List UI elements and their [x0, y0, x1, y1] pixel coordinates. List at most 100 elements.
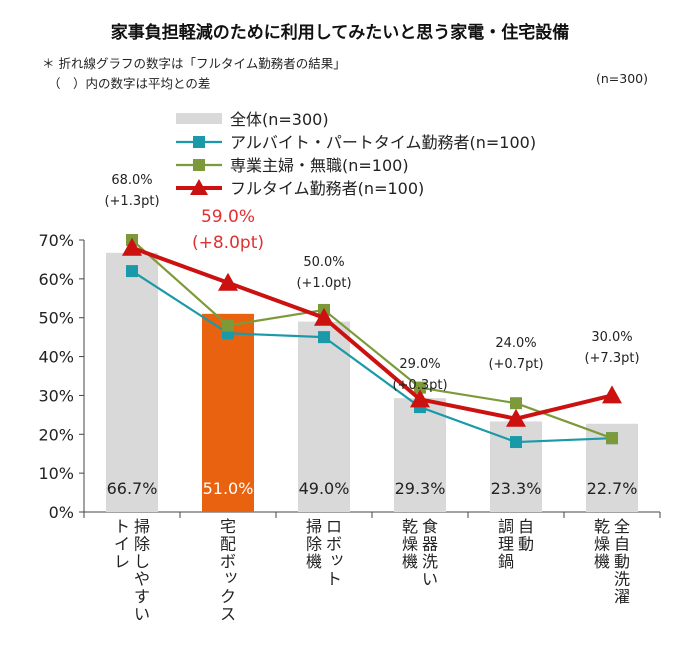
category-label-char: ッ: [329, 549, 345, 568]
category-label-char: 燥: [594, 535, 610, 554]
y-tick-label: 10%: [38, 464, 74, 483]
legend: 全体(n=300) アルバイト・パートタイム勤務者(n=100) 専業主婦・無職(n…: [176, 110, 536, 198]
category-label-char: 動: [614, 552, 630, 571]
chart-title: 家事負担軽減のために利用してみたいと思う家電・住宅設備: [111, 22, 570, 43]
annotation-diff: (+1.3pt): [104, 194, 159, 209]
category-label-char: 濯: [614, 587, 630, 606]
annotation-value: 29.0%: [399, 357, 440, 372]
y-tick-label: 50%: [38, 309, 74, 328]
triangle-marker: [218, 272, 238, 291]
bar-value-label: 66.7%: [107, 479, 158, 498]
legend-label: アルバイト・パートタイム勤務者(n=100): [230, 133, 536, 152]
x-axis: 掃除しやすいトイレ宅配ボックスロボット掃除機食器洗い乾燥機自動調理鍋全自動洗濯乾…: [114, 517, 630, 624]
triangle-marker: [506, 408, 526, 427]
legend-triangle-marker: [190, 179, 208, 195]
triangle-marker: [122, 237, 142, 256]
bar: [394, 398, 446, 512]
category-label-char: 鍋: [498, 552, 514, 571]
category-label-char: 掃: [134, 517, 150, 536]
category-label-char: 掃: [306, 517, 322, 536]
bar: [106, 252, 158, 512]
category-label-char: ボ: [326, 535, 342, 554]
chart-note-1: ＊ 折れ線グラフの数字は「フルタイム勤務者の結果」: [42, 56, 346, 71]
legend-square-marker: [193, 159, 205, 171]
annotation-diff: (+0.3pt): [392, 378, 447, 393]
legend-bar-swatch: [176, 113, 222, 124]
bar-value-label: 22.7%: [587, 479, 638, 498]
annotation-value: 50.0%: [303, 255, 344, 270]
square-marker: [126, 265, 138, 278]
category-label-char: 配: [220, 535, 236, 554]
category-label-char: ト: [114, 517, 130, 536]
category-label-char: 除: [306, 535, 322, 554]
series-line: [131, 270, 613, 444]
y-axis: 0% 10% 20% 30% 40% 50% 60% 70%: [38, 231, 661, 522]
bar-highlight: [202, 313, 254, 512]
category-label-char: 機: [306, 552, 322, 571]
triangle-marker: [410, 389, 430, 408]
series-line: [131, 239, 613, 440]
sample-size-label: (n=300): [596, 71, 648, 86]
y-tick-label: 0%: [49, 503, 74, 522]
category-label-char: 乾: [594, 517, 610, 536]
category-label-char: 機: [402, 552, 418, 571]
legend-label: 専業主婦・無職(n=100): [230, 156, 409, 175]
annotation-value: 30.0%: [591, 330, 632, 345]
annotation-value: 24.0%: [495, 336, 536, 351]
bar-series: 66.7% 51.0% 49.0% 29.3% 23.3% 22.7%: [106, 252, 638, 512]
annotation-diff: (+7.3pt): [584, 351, 639, 366]
square-marker: [222, 319, 234, 332]
category-label-char: い: [134, 605, 150, 624]
annotations: 68.0% (+1.3pt) 59.0% (+8.0pt) 50.0% (+1.0pt) 2…: [104, 173, 639, 393]
category-label-char: ロ: [326, 517, 342, 536]
category-label-char: 宅: [220, 517, 236, 536]
annotation-value: 59.0%: [201, 207, 255, 227]
category-label-char: 全: [614, 517, 630, 536]
category-label-char: 自: [518, 517, 534, 536]
category-label-char: ト: [326, 570, 342, 589]
category-label-char: 動: [518, 535, 534, 554]
category-label-char: ッ: [223, 567, 239, 586]
bar-value-label: 51.0%: [203, 479, 254, 498]
y-tick-label: 40%: [38, 348, 74, 367]
category-label-char: や: [134, 570, 150, 589]
square-marker: [510, 397, 522, 410]
category-label-char: す: [134, 587, 150, 606]
category-label-char: 食: [422, 517, 438, 536]
category-label-char: 洗: [614, 570, 630, 589]
category-label-char: ク: [220, 587, 236, 606]
category-label-char: レ: [114, 552, 130, 571]
category-label-char: 除: [134, 535, 150, 554]
square-marker: [510, 436, 522, 449]
annotation-value: 68.0%: [111, 173, 152, 188]
category-label-char: ボ: [220, 552, 236, 571]
triangle-marker: [602, 385, 622, 404]
annotation-diff: (+8.0pt): [192, 233, 264, 253]
category-label-char: し: [134, 552, 150, 571]
category-label-char: 自: [614, 535, 630, 554]
series-line: [131, 245, 613, 421]
chart-note-2: （ ）内の数字は平均との差: [48, 76, 210, 91]
legend-label: 全体(n=300): [230, 110, 329, 129]
bar-value-label: 23.3%: [491, 479, 542, 498]
category-label-char: 乾: [402, 517, 418, 536]
legend-label: フルタイム勤務者(n=100): [230, 179, 424, 198]
category-label-char: い: [422, 570, 438, 589]
y-tick-label: 30%: [38, 386, 74, 405]
category-label-char: 機: [594, 552, 610, 571]
bar: [298, 321, 350, 512]
square-marker: [606, 432, 618, 445]
annotation-diff: (+0.7pt): [488, 357, 543, 372]
y-tick-label: 20%: [38, 425, 74, 444]
triangle-marker: [314, 307, 334, 326]
category-label-char: 調: [498, 517, 514, 536]
category-label-char: 器: [422, 535, 438, 554]
annotation-diff: (+1.0pt): [296, 276, 351, 291]
legend-square-marker: [193, 136, 205, 148]
category-label-char: 燥: [402, 535, 418, 554]
category-label-char: 理: [498, 535, 514, 554]
square-marker: [318, 331, 330, 344]
category-label-char: イ: [114, 535, 130, 554]
bar-value-label: 49.0%: [299, 479, 350, 498]
